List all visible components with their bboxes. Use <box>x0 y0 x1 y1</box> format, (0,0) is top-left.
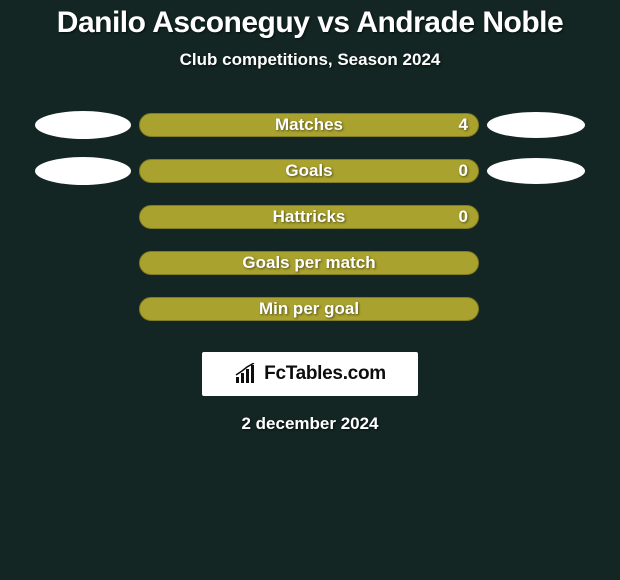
subtitle: Club competitions, Season 2024 <box>0 50 620 70</box>
stat-row: Hattricks 0 <box>0 194 620 240</box>
stat-label: Goals <box>285 161 332 181</box>
left-ellipse <box>35 157 131 185</box>
date-label: 2 december 2024 <box>0 414 620 434</box>
stat-bar: Matches 4 <box>139 113 479 137</box>
stat-value: 0 <box>459 161 468 181</box>
stat-label: Hattricks <box>273 207 346 227</box>
right-ellipse <box>487 158 585 184</box>
page-title: Danilo Asconeguy vs Andrade Noble <box>0 0 620 40</box>
watermark-text: FcTables.com <box>264 363 386 385</box>
chart-icon <box>234 363 258 385</box>
stat-bar: Hattricks 0 <box>139 205 479 229</box>
stat-label: Goals per match <box>242 253 375 273</box>
stat-row: Min per goal <box>0 286 620 332</box>
stat-row: Goals per match <box>0 240 620 286</box>
stats-block: Matches 4 Goals 0 Hattricks 0 Goals per match M… <box>0 102 620 332</box>
left-ellipse <box>35 111 131 139</box>
watermark: FcTables.com <box>202 352 418 396</box>
stat-row: Matches 4 <box>0 102 620 148</box>
stat-row: Goals 0 <box>0 148 620 194</box>
stat-label: Matches <box>275 115 343 135</box>
stat-value: 0 <box>459 207 468 227</box>
stat-bar: Goals 0 <box>139 159 479 183</box>
stat-bar: Min per goal <box>139 297 479 321</box>
stat-value: 4 <box>459 115 468 135</box>
stat-label: Min per goal <box>259 299 359 319</box>
right-ellipse <box>487 112 585 138</box>
stat-bar: Goals per match <box>139 251 479 275</box>
